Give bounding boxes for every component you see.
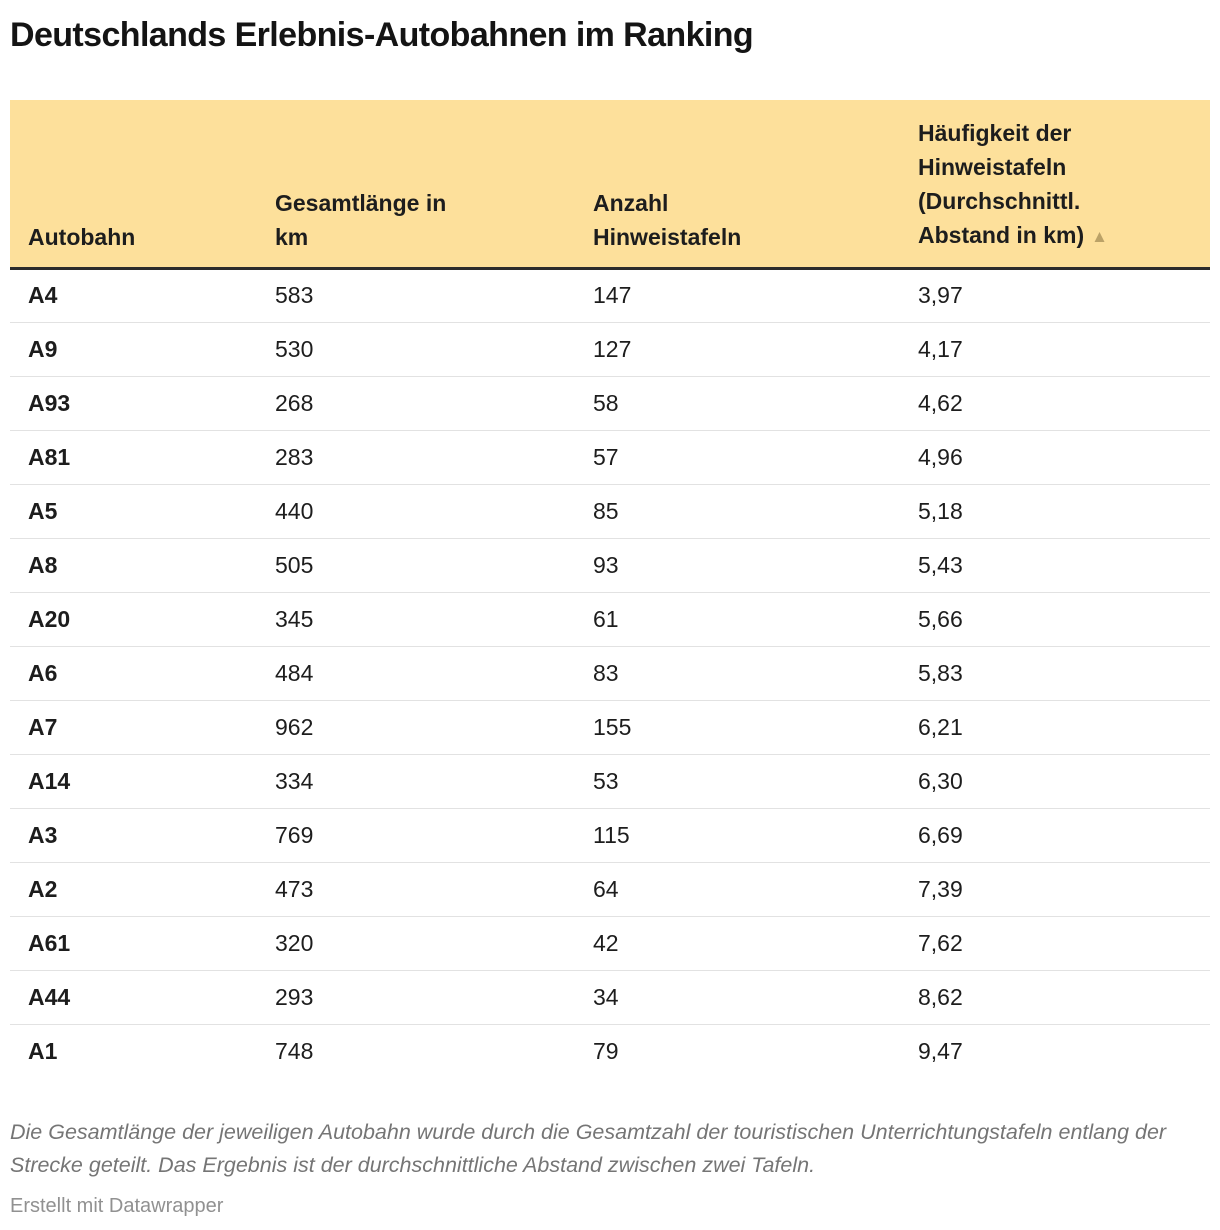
table-row: A7 962 155 6,21 [10, 699, 1210, 754]
table-row: A2 473 64 7,39 [10, 861, 1210, 916]
cell-abstand: 6,30 [900, 753, 1210, 808]
cell-gesamtlaenge: 440 [257, 483, 575, 538]
column-header-haeufigkeit-sorted[interactable]: Häufigkeit der Hinweistafeln (Durchschni… [900, 100, 1210, 270]
cell-abstand: 5,66 [900, 591, 1210, 646]
cell-abstand: 6,69 [900, 807, 1210, 862]
cell-anzahl: 53 [575, 753, 900, 808]
cell-autobahn: A2 [10, 861, 257, 916]
column-header-label: Gesamtlänge in km [275, 189, 447, 250]
cell-gesamtlaenge: 473 [257, 861, 575, 916]
cell-anzahl: 85 [575, 483, 900, 538]
cell-anzahl: 61 [575, 591, 900, 646]
table-row: A5 440 85 5,18 [10, 483, 1210, 538]
table-row: A6 484 83 5,83 [10, 645, 1210, 700]
cell-gesamtlaenge: 320 [257, 915, 575, 970]
table-row: A81 283 57 4,96 [10, 429, 1210, 484]
cell-gesamtlaenge: 505 [257, 537, 575, 592]
table-row: A93 268 58 4,62 [10, 375, 1210, 430]
cell-autobahn: A7 [10, 699, 257, 754]
table-row: A3 769 115 6,69 [10, 807, 1210, 862]
cell-anzahl: 127 [575, 321, 900, 376]
cell-abstand: 7,39 [900, 861, 1210, 916]
cell-abstand: 8,62 [900, 969, 1210, 1024]
column-header-autobahn[interactable]: Autobahn [10, 100, 257, 270]
cell-abstand: 4,17 [900, 321, 1210, 376]
table-row: A61 320 42 7,62 [10, 915, 1210, 970]
table-row: A4 583 147 3,97 [10, 268, 1210, 322]
cell-autobahn: A14 [10, 753, 257, 808]
cell-autobahn: A93 [10, 375, 257, 430]
cell-gesamtlaenge: 769 [257, 807, 575, 862]
table-row: A20 345 61 5,66 [10, 591, 1210, 646]
cell-autobahn: A8 [10, 537, 257, 592]
cell-autobahn: A44 [10, 969, 257, 1024]
cell-gesamtlaenge: 293 [257, 969, 575, 1024]
cell-abstand: 4,62 [900, 375, 1210, 430]
cell-anzahl: 93 [575, 537, 900, 592]
cell-anzahl: 147 [593, 282, 632, 308]
table-row: A44 293 34 8,62 [10, 969, 1210, 1024]
table-header: Autobahn Gesamtlänge in km Anzahl Hinwei… [10, 100, 1210, 270]
cell-anzahl: 79 [575, 1023, 900, 1078]
cell-anzahl: 34 [575, 969, 900, 1024]
attribution-text: Erstellt mit Datawrapper [10, 1195, 224, 1217]
cell-autobahn: A61 [10, 915, 257, 970]
cell-abstand: 7,62 [900, 915, 1210, 970]
table-row: A9 530 127 4,17 [10, 321, 1210, 376]
cell-gesamtlaenge: 268 [257, 375, 575, 430]
table-row: A1 748 79 9,47 [10, 1023, 1210, 1078]
column-header-label: Autobahn [28, 223, 136, 250]
cell-anzahl: 58 [575, 375, 900, 430]
column-header-label: Häufigkeit der Hinweistafeln (Durchschni… [918, 119, 1085, 248]
cell-abstand: 6,21 [900, 699, 1210, 754]
cell-gesamtlaenge: 530 [257, 321, 575, 376]
column-header-anzahl-hinweistafeln[interactable]: Anzahl Hinweistafeln [575, 100, 900, 270]
cell-autobahn: A4 [28, 282, 58, 308]
table-body: A4 583 147 3,97 A9 530 127 4,17 A93 268 … [10, 268, 1210, 1078]
cell-abstand: 4,96 [900, 429, 1210, 484]
cell-gesamtlaenge: 484 [257, 645, 575, 700]
table-row: A14 334 53 6,30 [10, 753, 1210, 808]
column-header-label: Anzahl Hinweistafeln [593, 189, 742, 250]
cell-autobahn: A20 [10, 591, 257, 646]
footnote-text: Die Gesamtlänge der jeweiligen Autobahn … [10, 1120, 1167, 1177]
cell-anzahl: 57 [575, 429, 900, 484]
cell-autobahn: A6 [10, 645, 257, 700]
cell-abstand: 5,18 [900, 483, 1210, 538]
cell-abstand: 9,47 [900, 1023, 1210, 1078]
cell-anzahl: 155 [575, 699, 900, 754]
cell-autobahn: A1 [10, 1023, 257, 1078]
autobahn-ranking-table: Autobahn Gesamtlänge in km Anzahl Hinwei… [10, 100, 1210, 1078]
cell-anzahl: 83 [575, 645, 900, 700]
cell-gesamtlaenge: 748 [257, 1023, 575, 1078]
cell-abstand: 5,83 [900, 645, 1210, 700]
cell-abstand: 5,43 [900, 537, 1210, 592]
cell-anzahl: 42 [575, 915, 900, 970]
table-header-row: Autobahn Gesamtlänge in km Anzahl Hinwei… [10, 100, 1210, 270]
cell-anzahl: 115 [575, 807, 900, 862]
table-row: A8 505 93 5,43 [10, 537, 1210, 592]
cell-abstand: 3,97 [918, 282, 963, 308]
cell-autobahn: A9 [10, 321, 257, 376]
cell-autobahn: A3 [10, 807, 257, 862]
cell-gesamtlaenge: 334 [257, 753, 575, 808]
page-title: Deutschlands Erlebnis-Autobahnen im Rank… [10, 16, 754, 54]
cell-autobahn: A5 [10, 483, 257, 538]
cell-gesamtlaenge: 583 [275, 282, 314, 308]
cell-gesamtlaenge: 283 [257, 429, 575, 484]
cell-gesamtlaenge: 345 [257, 591, 575, 646]
cell-gesamtlaenge: 962 [257, 699, 575, 754]
cell-anzahl: 64 [575, 861, 900, 916]
column-header-gesamtlaenge[interactable]: Gesamtlänge in km [257, 100, 575, 270]
sort-ascending-icon: ▲ [1091, 226, 1108, 246]
cell-autobahn: A81 [10, 429, 257, 484]
